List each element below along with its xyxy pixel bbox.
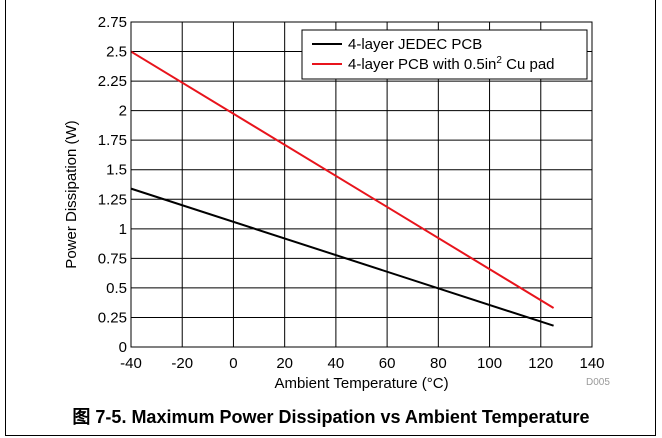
x-tick-label: -40 [120,355,142,372]
x-tick-label: -20 [171,355,193,372]
series-lines [130,50,555,327]
x-axis-label: Ambient Temperature (°C) [274,375,448,392]
y-tick-label: 0.25 [98,309,127,326]
y-tick-label: 2.75 [98,14,127,31]
y-tick-label: 1.25 [98,191,127,208]
series-line-cu-pad [130,50,555,309]
x-tick-label: 60 [379,355,396,372]
figure-id-watermark: D005 [586,377,610,388]
y-tick-label: 0.75 [98,250,127,267]
y-tick-label: 0.5 [106,280,127,297]
x-tick-label: 40 [328,355,345,372]
y-tick-label: 2.25 [98,73,127,90]
y-tick-label: 0 [119,339,127,356]
y-axis-label: Power Dissipation (W) [63,120,80,268]
figure-frame [5,0,656,436]
x-tick-label: 0 [229,355,237,372]
x-tick-label: 120 [528,355,553,372]
y-tick-label: 2.5 [106,44,127,61]
y-tick-label: 1.75 [98,132,127,149]
power-dissipation-chart: -40 -20 0 20 40 60 80 100 120 140 0 0.25 0.5 0.75 1 1.… [63,14,610,392]
figure-caption: 图 7-5. Maximum Power Dissipation vs Ambi… [72,407,590,427]
x-axis-ticks: -40 -20 0 20 40 60 80 100 120 140 [120,355,604,372]
y-tick-label: 1 [119,221,127,238]
series-line-jedec [130,187,554,327]
x-tick-label: 20 [276,355,293,372]
y-tick-label: 2 [119,103,127,120]
x-tick-label: 140 [579,355,604,372]
legend-label-cu-pad: 4-layer PCB with 0.5in2 Cu pad [348,55,555,73]
y-axis-ticks: 0 0.25 0.5 0.75 1 1.25 1.5 1.75 2 2.25 2.5 2.75 [98,14,127,356]
legend-label-jedec: 4-layer JEDEC PCB [348,36,482,53]
legend: 4-layer JEDEC PCB 4-layer PCB with 0.5in… [301,29,588,80]
y-tick-label: 1.5 [106,162,127,179]
plot-area-border [130,21,593,348]
x-tick-label: 100 [477,355,502,372]
x-tick-label: 80 [430,355,447,372]
legend-box [301,29,588,80]
